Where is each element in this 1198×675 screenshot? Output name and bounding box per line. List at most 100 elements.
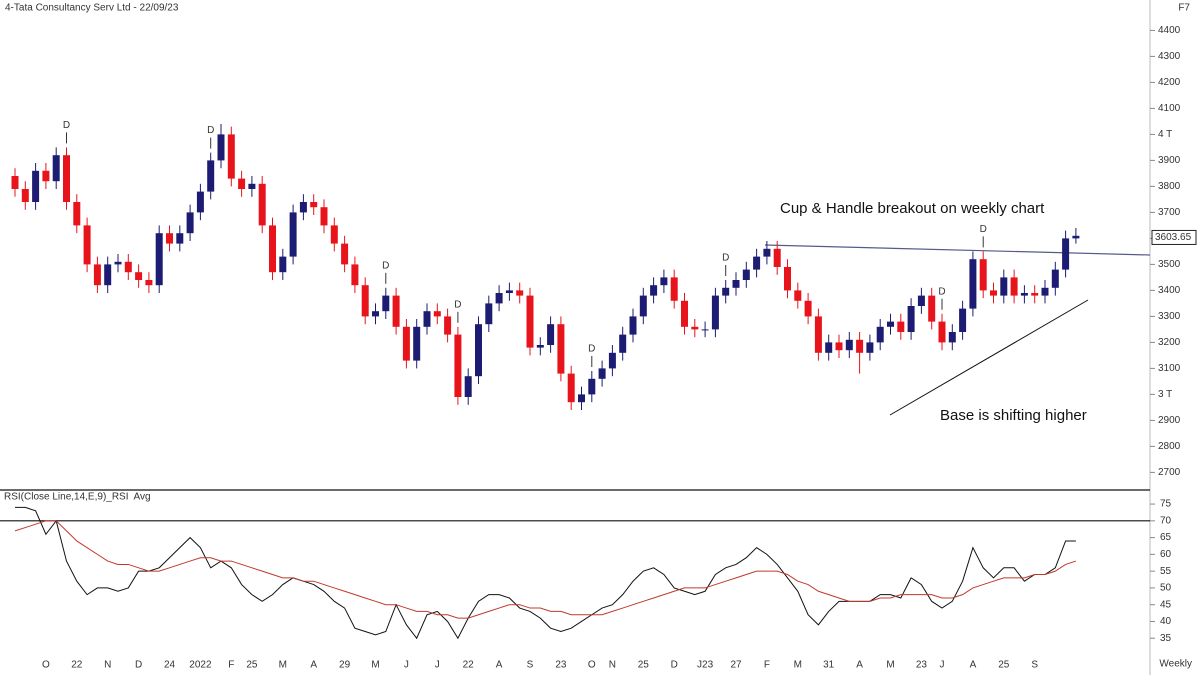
candle-body [567, 373, 575, 403]
candle-body [650, 285, 658, 296]
candle-body [93, 264, 101, 286]
candle-body [320, 207, 328, 226]
y-tick-label: 55 [1160, 566, 1172, 577]
y-tick-label: 3900 [1158, 155, 1181, 166]
y-tick-label: 3500 [1158, 259, 1181, 270]
x-tick-label: M [371, 660, 379, 671]
candle-body [63, 155, 70, 202]
x-tick-label: 31 [823, 660, 835, 671]
corner-label: F7 [1178, 3, 1190, 14]
y-tick-label: 40 [1160, 616, 1172, 627]
candle-body [876, 326, 884, 343]
candle-body [1062, 238, 1070, 270]
candle-body [516, 290, 524, 296]
candle-body [505, 290, 513, 293]
candle-body [176, 233, 184, 244]
candle-body [186, 212, 194, 234]
candle-body [629, 316, 637, 335]
candle-body [413, 326, 421, 361]
x-tick-label: D [671, 660, 678, 671]
x-tick-label: N [104, 660, 111, 671]
dividend-marker: D [980, 224, 987, 235]
candle-body [959, 308, 967, 332]
candle-body [969, 259, 977, 309]
x-tick-label: D [135, 660, 142, 671]
x-tick-label: O [588, 660, 596, 671]
candle-body [660, 277, 668, 286]
candle-body [207, 160, 215, 192]
candle-body [773, 248, 781, 267]
candle-body [691, 326, 699, 330]
candle-body [856, 339, 864, 353]
x-tick-label: 23 [916, 660, 928, 671]
period-label: Weekly [1159, 659, 1192, 670]
candle-body [887, 321, 894, 327]
dividend-marker: D [588, 344, 595, 355]
x-tick-label: 25 [998, 660, 1010, 671]
candle-body [917, 295, 925, 306]
x-tick-label: 25 [246, 660, 258, 671]
x-tick-label: A [970, 660, 977, 671]
candle-body [104, 264, 112, 286]
candle-body [866, 342, 874, 353]
candle-body [248, 183, 256, 189]
candle-body [227, 134, 235, 179]
candle-body [495, 293, 503, 304]
candle-body [948, 332, 956, 343]
y-tick-label: 3200 [1158, 337, 1181, 348]
candle-body [238, 178, 246, 189]
x-tick-label: M [279, 660, 287, 671]
candle-body [166, 233, 173, 244]
x-tick-label: 22 [71, 660, 83, 671]
candle-body [835, 342, 843, 351]
candle-body [1000, 277, 1008, 296]
candle-body [547, 324, 555, 345]
resistance-line [764, 244, 1151, 256]
candle-body [526, 295, 534, 348]
candle-body [608, 352, 616, 369]
candle-body [598, 368, 606, 379]
candle-body [1041, 287, 1049, 296]
x-tick-label: A [856, 660, 863, 671]
candle-body [299, 202, 307, 213]
y-tick-label: 2800 [1158, 441, 1181, 452]
candle-body [11, 176, 19, 189]
candle-body [145, 280, 153, 286]
y-tick-label: 2900 [1158, 415, 1181, 426]
y-tick-label: 3300 [1158, 311, 1181, 322]
y-tick-label: 60 [1160, 549, 1172, 560]
candle-body [135, 272, 143, 280]
candle-body [269, 225, 276, 273]
x-tick-label: M [794, 660, 802, 671]
y-tick-label: 35 [1160, 633, 1172, 644]
candle-body [258, 183, 266, 226]
candle-body [938, 321, 946, 343]
candle-body [557, 324, 565, 374]
candle-body [73, 202, 81, 226]
candle-body [990, 290, 997, 296]
candle-body [804, 300, 812, 317]
candle-body [485, 303, 493, 325]
last-price-box [1151, 229, 1197, 245]
candle-body [464, 376, 472, 397]
candle-body [825, 342, 833, 353]
y-tick-label: 3700 [1158, 207, 1181, 218]
y-tick-label: 4400 [1158, 25, 1181, 36]
candle-body [155, 233, 163, 286]
candle-body [670, 277, 678, 301]
x-tick-label: F [228, 660, 234, 671]
y-tick-label: 65 [1160, 532, 1172, 543]
candle-body [361, 285, 369, 317]
candle-body [382, 295, 390, 312]
candle-body [711, 295, 719, 330]
last-price-label: 3603.65 [1155, 232, 1192, 243]
candle-body [722, 287, 730, 296]
x-tick-label: S [527, 660, 534, 671]
dividend-marker: D [938, 286, 945, 297]
candle-body [341, 243, 349, 265]
candle-body [52, 155, 60, 182]
candle-body [784, 267, 791, 291]
rsi-line [15, 506, 1076, 640]
candle-body [794, 290, 802, 301]
